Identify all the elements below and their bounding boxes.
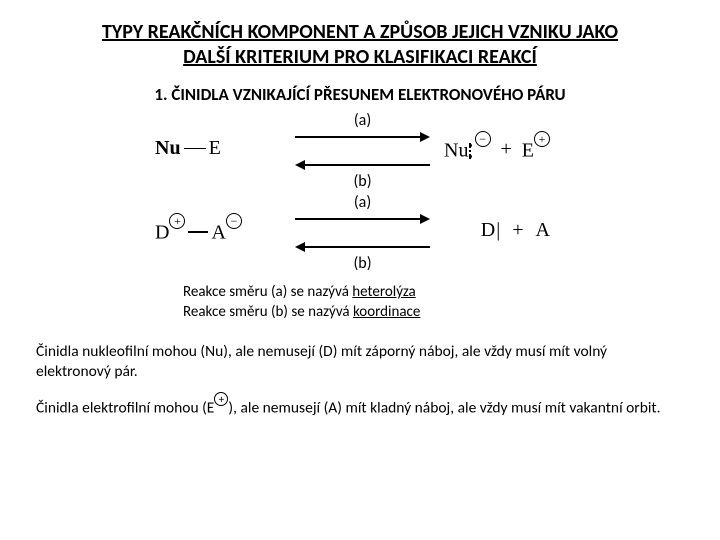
plus-sign: + bbox=[501, 138, 512, 161]
d-lone: D| bbox=[481, 219, 500, 242]
scheme2-right: D| + A bbox=[481, 219, 550, 242]
a-neutral: A bbox=[536, 219, 550, 242]
minus-charge-icon: − bbox=[475, 131, 491, 147]
a-ion: A− bbox=[211, 219, 241, 245]
title-line-1: TYPY REAKČNÍCH KOMPONENT A ZPŮSOB JEJICH… bbox=[102, 20, 618, 44]
minus-charge-icon: − bbox=[226, 213, 242, 229]
nu-ion: Nu− bbox=[444, 137, 490, 163]
scheme1-arrows: (a) (b) bbox=[295, 125, 430, 177]
scheme2-left: D+ A− bbox=[155, 219, 242, 245]
arrow-b-label: (b) bbox=[353, 172, 371, 191]
plus-charge-icon: + bbox=[214, 392, 228, 406]
paragraph-1: Činidla nukleofilní mohou (Nu), ale nemu… bbox=[36, 342, 684, 382]
arrow-a-label: (a) bbox=[354, 111, 371, 130]
arrow-a-label: (a) bbox=[354, 193, 371, 212]
e-ion: E+ bbox=[522, 137, 550, 163]
plus-charge-icon: + bbox=[534, 131, 550, 147]
scheme2-arrows: (a) (b) bbox=[295, 207, 430, 259]
reaction-schemes: Nu E (a) (b) Nu− + E+ bbox=[28, 119, 692, 261]
arrow-b-label: (b) bbox=[353, 254, 371, 273]
scheme-1: Nu E (a) (b) Nu− + E+ bbox=[150, 119, 570, 179]
e-label: E bbox=[209, 137, 221, 160]
note-b: Reakce směru (b) se nazývá koordinace bbox=[183, 303, 692, 323]
section-subtitle: 1. ČINIDLA VZNIKAJÍCÍ PŘESUNEM ELEKTRONO… bbox=[28, 84, 692, 105]
direction-notes: Reakce směru (a) se nazývá heterolýza Re… bbox=[183, 283, 692, 322]
nu-label: Nu bbox=[155, 137, 181, 160]
scheme1-right: Nu− + E+ bbox=[444, 137, 550, 163]
paragraph-2: Činidla elektrofilní mohou (E+), ale nem… bbox=[36, 396, 684, 419]
title-line-2: DALŠÍ KRITERIUM PRO KLASIFIKACI REAKCÍ bbox=[183, 45, 537, 69]
note-a: Reakce směru (a) se nazývá heterolýza bbox=[183, 283, 692, 303]
plus-sign: + bbox=[512, 219, 523, 242]
d-ion: D+ bbox=[155, 219, 185, 245]
scheme-2: D+ A− (a) (b) D| bbox=[150, 201, 570, 261]
page-title: TYPY REAKČNÍCH KOMPONENT A ZPŮSOB JEJICH… bbox=[28, 20, 692, 70]
plus-charge-icon: + bbox=[169, 213, 185, 229]
scheme1-left: Nu E bbox=[155, 137, 221, 160]
lone-pair-icon bbox=[469, 143, 473, 159]
